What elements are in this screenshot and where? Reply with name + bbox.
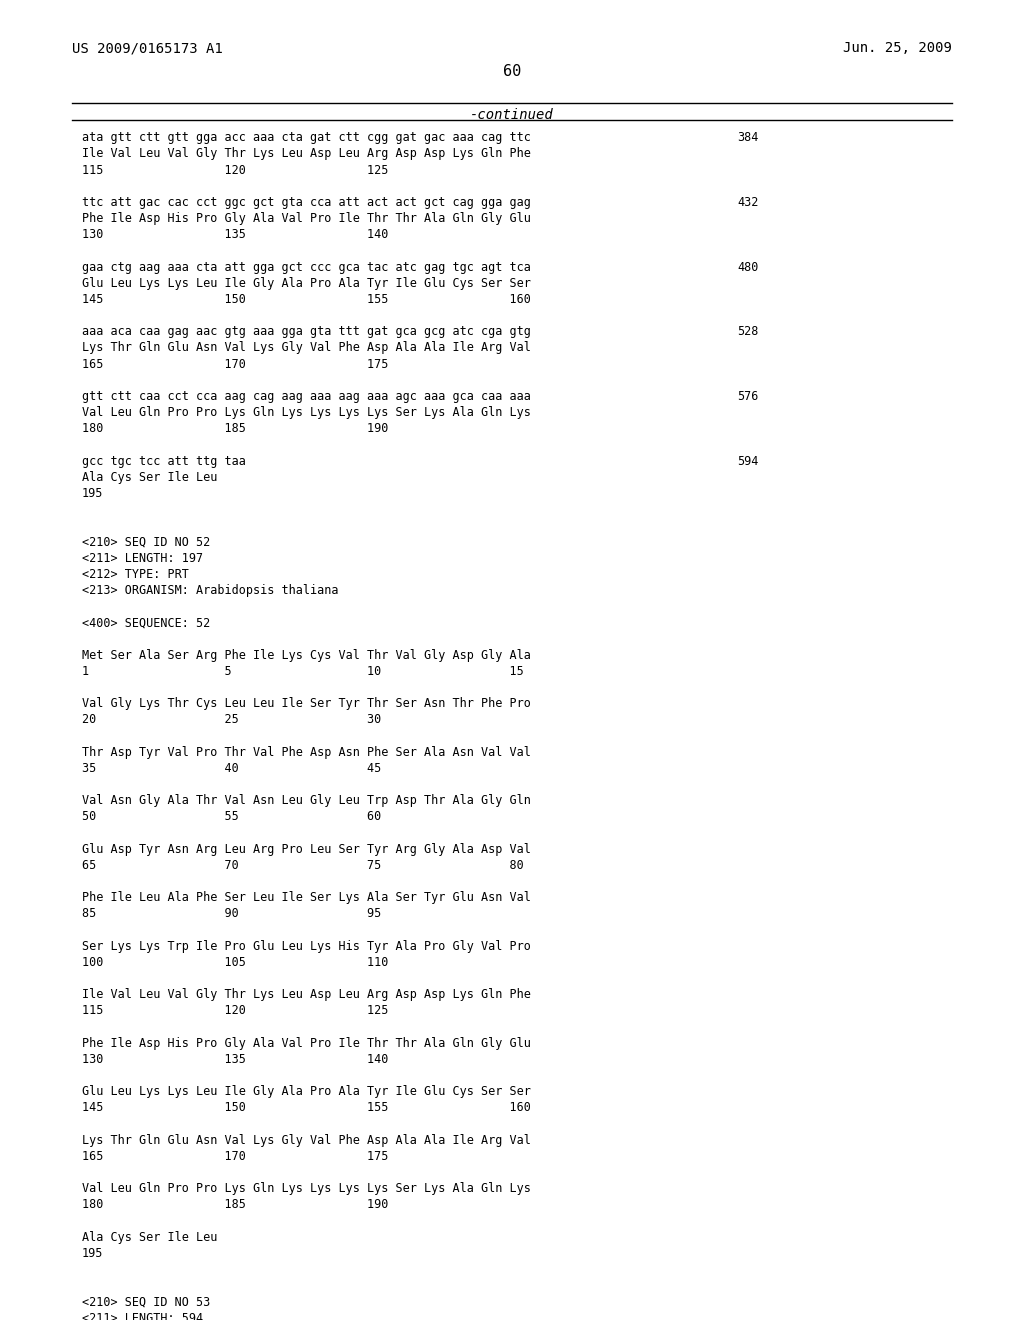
Text: Ala Cys Ser Ile Leu: Ala Cys Ser Ile Leu [82, 471, 217, 483]
Text: 594: 594 [737, 454, 759, 467]
Text: aaa aca caa gag aac gtg aaa gga gta ttt gat gca gcg atc cga gtg: aaa aca caa gag aac gtg aaa gga gta ttt … [82, 325, 530, 338]
Text: -continued: -continued [470, 108, 554, 121]
Text: gcc tgc tcc att ttg taa: gcc tgc tcc att ttg taa [82, 454, 246, 467]
Text: Glu Asp Tyr Asn Arg Leu Arg Pro Leu Ser Tyr Arg Gly Ala Asp Val: Glu Asp Tyr Asn Arg Leu Arg Pro Leu Ser … [82, 842, 530, 855]
Text: <211> LENGTH: 197: <211> LENGTH: 197 [82, 552, 203, 565]
Text: 65                  70                  75                  80: 65 70 75 80 [82, 859, 523, 871]
Text: ttc att gac cac cct ggc gct gta cca att act act gct cag gga gag: ttc att gac cac cct ggc gct gta cca att … [82, 195, 530, 209]
Text: 35                  40                  45: 35 40 45 [82, 762, 381, 775]
Text: Ile Val Leu Val Gly Thr Lys Leu Asp Leu Arg Asp Asp Lys Gln Phe: Ile Val Leu Val Gly Thr Lys Leu Asp Leu … [82, 989, 530, 1001]
Text: Met Ser Ala Ser Arg Phe Ile Lys Cys Val Thr Val Gly Asp Gly Ala: Met Ser Ala Ser Arg Phe Ile Lys Cys Val … [82, 648, 530, 661]
Text: Ser Lys Lys Trp Ile Pro Glu Leu Lys His Tyr Ala Pro Gly Val Pro: Ser Lys Lys Trp Ile Pro Glu Leu Lys His … [82, 940, 530, 953]
Text: Jun. 25, 2009: Jun. 25, 2009 [844, 41, 952, 55]
Text: 528: 528 [737, 325, 759, 338]
Text: 384: 384 [737, 131, 759, 144]
Text: 115                 120                 125: 115 120 125 [82, 164, 388, 177]
Text: Phe Ile Asp His Pro Gly Ala Val Pro Ile Thr Thr Ala Gln Gly Glu: Phe Ile Asp His Pro Gly Ala Val Pro Ile … [82, 1036, 530, 1049]
Text: Val Gly Lys Thr Cys Leu Leu Ile Ser Tyr Thr Ser Asn Thr Phe Pro: Val Gly Lys Thr Cys Leu Leu Ile Ser Tyr … [82, 697, 530, 710]
Text: 180                 185                 190: 180 185 190 [82, 422, 388, 436]
Text: Val Leu Gln Pro Pro Lys Gln Lys Lys Lys Lys Ser Lys Ala Gln Lys: Val Leu Gln Pro Pro Lys Gln Lys Lys Lys … [82, 1183, 530, 1195]
Text: Ala Cys Ser Ile Leu: Ala Cys Ser Ile Leu [82, 1230, 217, 1243]
Text: <400> SEQUENCE: 52: <400> SEQUENCE: 52 [82, 616, 210, 630]
Text: 480: 480 [737, 260, 759, 273]
Text: Lys Thr Gln Glu Asn Val Lys Gly Val Phe Asp Ala Ala Ile Arg Val: Lys Thr Gln Glu Asn Val Lys Gly Val Phe … [82, 1134, 530, 1147]
Text: Phe Ile Leu Ala Phe Ser Leu Ile Ser Lys Ala Ser Tyr Glu Asn Val: Phe Ile Leu Ala Phe Ser Leu Ile Ser Lys … [82, 891, 530, 904]
Text: 180                 185                 190: 180 185 190 [82, 1199, 388, 1212]
Text: 195: 195 [82, 487, 103, 500]
Text: Thr Asp Tyr Val Pro Thr Val Phe Asp Asn Phe Ser Ala Asn Val Val: Thr Asp Tyr Val Pro Thr Val Phe Asp Asn … [82, 746, 530, 759]
Text: 195: 195 [82, 1247, 103, 1259]
Text: <213> ORGANISM: Arabidopsis thaliana: <213> ORGANISM: Arabidopsis thaliana [82, 583, 338, 597]
Text: Val Asn Gly Ala Thr Val Asn Leu Gly Leu Trp Asp Thr Ala Gly Gln: Val Asn Gly Ala Thr Val Asn Leu Gly Leu … [82, 795, 530, 807]
Text: gaa ctg aag aaa cta att gga gct ccc gca tac atc gag tgc agt tca: gaa ctg aag aaa cta att gga gct ccc gca … [82, 260, 530, 273]
Text: <210> SEQ ID NO 52: <210> SEQ ID NO 52 [82, 536, 210, 548]
Text: <210> SEQ ID NO 53: <210> SEQ ID NO 53 [82, 1295, 210, 1308]
Text: 165                 170                 175: 165 170 175 [82, 1150, 388, 1163]
Text: 145                 150                 155                 160: 145 150 155 160 [82, 293, 530, 306]
Text: 130                 135                 140: 130 135 140 [82, 1053, 388, 1065]
Text: 85                  90                  95: 85 90 95 [82, 907, 381, 920]
Text: 145                 150                 155                 160: 145 150 155 160 [82, 1101, 530, 1114]
Text: 432: 432 [737, 195, 759, 209]
Text: 20                  25                  30: 20 25 30 [82, 713, 381, 726]
Text: 50                  55                  60: 50 55 60 [82, 810, 381, 824]
Text: Phe Ile Asp His Pro Gly Ala Val Pro Ile Thr Thr Ala Gln Gly Glu: Phe Ile Asp His Pro Gly Ala Val Pro Ile … [82, 213, 530, 226]
Text: US 2009/0165173 A1: US 2009/0165173 A1 [72, 41, 222, 55]
Text: 165                 170                 175: 165 170 175 [82, 358, 388, 371]
Text: <211> LENGTH: 594: <211> LENGTH: 594 [82, 1312, 203, 1320]
Text: ata gtt ctt gtt gga acc aaa cta gat ctt cgg gat gac aaa cag ttc: ata gtt ctt gtt gga acc aaa cta gat ctt … [82, 131, 530, 144]
Text: Ile Val Leu Val Gly Thr Lys Leu Asp Leu Arg Asp Asp Lys Gln Phe: Ile Val Leu Val Gly Thr Lys Leu Asp Leu … [82, 148, 530, 161]
Text: <212> TYPE: PRT: <212> TYPE: PRT [82, 568, 188, 581]
Text: 1                   5                   10                  15: 1 5 10 15 [82, 665, 523, 677]
Text: gtt ctt caa cct cca aag cag aag aaa aag aaa agc aaa gca caa aaa: gtt ctt caa cct cca aag cag aag aaa aag … [82, 389, 530, 403]
Text: Val Leu Gln Pro Pro Lys Gln Lys Lys Lys Lys Ser Lys Ala Gln Lys: Val Leu Gln Pro Pro Lys Gln Lys Lys Lys … [82, 407, 530, 418]
Text: Glu Leu Lys Lys Leu Ile Gly Ala Pro Ala Tyr Ile Glu Cys Ser Ser: Glu Leu Lys Lys Leu Ile Gly Ala Pro Ala … [82, 1085, 530, 1098]
Text: 100                 105                 110: 100 105 110 [82, 956, 388, 969]
Text: 115                 120                 125: 115 120 125 [82, 1005, 388, 1018]
Text: Lys Thr Gln Glu Asn Val Lys Gly Val Phe Asp Ala Ala Ile Arg Val: Lys Thr Gln Glu Asn Val Lys Gly Val Phe … [82, 342, 530, 354]
Text: 60: 60 [503, 65, 521, 79]
Text: 576: 576 [737, 389, 759, 403]
Text: 130                 135                 140: 130 135 140 [82, 228, 388, 242]
Text: Glu Leu Lys Lys Leu Ile Gly Ala Pro Ala Tyr Ile Glu Cys Ser Ser: Glu Leu Lys Lys Leu Ile Gly Ala Pro Ala … [82, 277, 530, 289]
